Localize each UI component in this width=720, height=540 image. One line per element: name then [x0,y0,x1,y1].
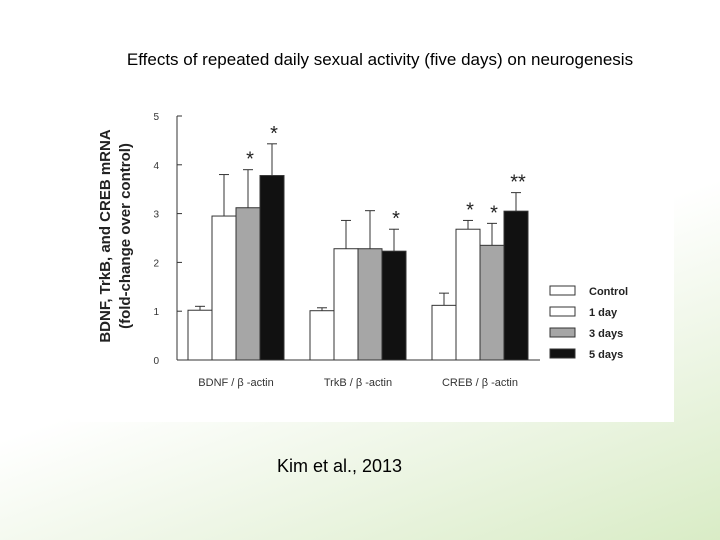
significance-marker: * [466,199,474,221]
y-axis-title: BDNF, TrkB, and CREB mRNA (fold-change o… [97,129,134,343]
y-tick-label: 4 [153,161,159,172]
significance-marker: ** [510,172,526,194]
bar-1-day [333,248,359,361]
citation: Kim et al., 2013 [277,456,403,476]
y-axis-title-line1: BDNF, TrkB, and CREB mRNA [97,129,114,343]
significance-marker: * [270,123,278,145]
legend-label: 3 days [589,328,623,340]
slide-title: Effects of repeated daily sexual activit… [126,50,634,69]
y-tick-label: 1 [153,307,159,318]
significance-marker: * [246,149,254,171]
bar-3-days [357,248,383,361]
legend-swatch [549,348,576,359]
bar-control [309,310,335,361]
x-category-label: BDNF / β -actin [198,377,273,389]
axes: 0 1 2 3 4 5 BDNF / β -actin TrkB / β -actin CREB… [153,112,540,389]
x-category-label: CREB / β -actin [442,377,518,389]
y-tick-label: 0 [153,356,159,367]
legend-label: 1 day [589,307,618,319]
bar-control [187,309,213,361]
legend-label: 5 days [589,349,623,361]
bar-1-day [455,228,481,361]
bar-3-days [479,244,505,361]
bar-5-days [259,175,285,361]
chart-panel: BDNF, TrkB, and CREB mRNA (fold-change o… [70,100,674,422]
significance-marker: * [490,202,498,224]
y-tick-label: 5 [153,112,159,123]
bar-chart: BDNF, TrkB, and CREB mRNA (fold-change o… [97,112,628,389]
y-axis-title-line2: (fold-change over control) [117,143,134,329]
bar-3-days [235,207,261,361]
bars: *** * *** [187,123,529,361]
legend-swatch [549,306,576,317]
y-tick-label: 3 [153,210,159,221]
bar-5-days [503,210,529,361]
legend-label: Control [589,286,628,298]
legend-swatch [549,285,576,296]
significance-marker: * [392,208,400,230]
bar-5-days [381,250,407,361]
bar-control [431,304,457,361]
bar-1-day [211,215,237,361]
legend-swatch [549,327,576,338]
y-tick-label: 2 [153,258,159,269]
x-category-label: TrkB / β -actin [324,377,392,389]
legend: Control 1 day 3 days 5 days [549,285,628,361]
